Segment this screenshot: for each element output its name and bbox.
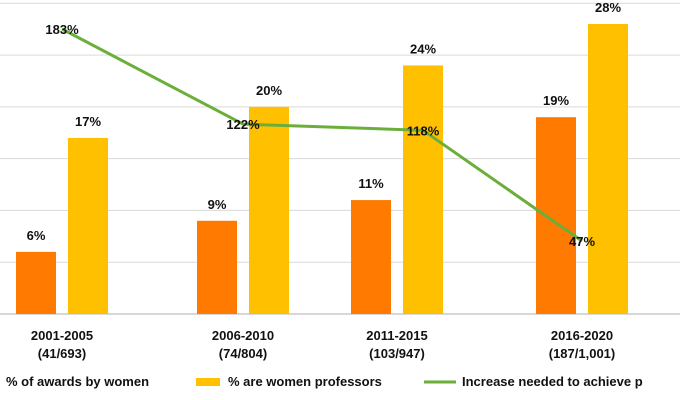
line-increase-needed (61, 27, 583, 243)
line-value-label: 183% (45, 22, 79, 37)
bar-professors-0 (68, 137, 108, 314)
bar-professors-3 (588, 24, 628, 314)
bar-awards-0 (16, 251, 56, 314)
bar-awards-2 (351, 200, 391, 314)
bar-awards-3 (536, 117, 576, 314)
bar-awards-1 (197, 220, 237, 314)
category-period-label: 2001-2005 (31, 328, 93, 343)
line-value-label: 122% (226, 117, 260, 132)
bar-value-label: 9% (208, 197, 227, 212)
legend-label-increase: Increase needed to achieve p (462, 374, 643, 389)
category-count-label: (74/804) (219, 346, 267, 361)
bar-professors-1 (249, 106, 289, 314)
line-value-label: 47% (569, 234, 595, 249)
legend-label-professors: % are women professors (228, 374, 382, 389)
category-count-label: (103/947) (369, 346, 425, 361)
bar-professors-2 (403, 65, 443, 314)
category-labels: 2001-2005 (41/693) 2006-2010 (74/804) 2011-2… (31, 328, 615, 361)
legend: % of awards by women % are women professo… (6, 374, 643, 389)
bar-value-label: 24% (410, 41, 436, 56)
line-value-label: 118% (407, 123, 440, 138)
category-count-label: (187/1,001) (549, 346, 616, 361)
bar-value-label: 17% (75, 114, 101, 129)
category-period-label: 2016-2020 (551, 328, 613, 343)
data-labels: 6% 9% 11% 19% 17% 20% 24% 28% 183% 122% 118% 47% (27, 0, 622, 249)
bar-value-label: 6% (27, 228, 46, 243)
category-period-label: 2011-2015 (366, 328, 427, 343)
category-count-label: (41/693) (38, 346, 86, 361)
bar-value-label: 11% (358, 176, 384, 191)
bar-value-label: 20% (256, 83, 282, 98)
bars (16, 24, 628, 314)
category-period-label: 2006-2010 (212, 328, 274, 343)
bar-value-label: 28% (595, 0, 621, 15)
legend-label-awards: % of awards by women (6, 374, 149, 389)
bar-value-label: 19% (543, 93, 569, 108)
increase-line (61, 27, 583, 243)
legend-swatch-professors (196, 378, 220, 386)
